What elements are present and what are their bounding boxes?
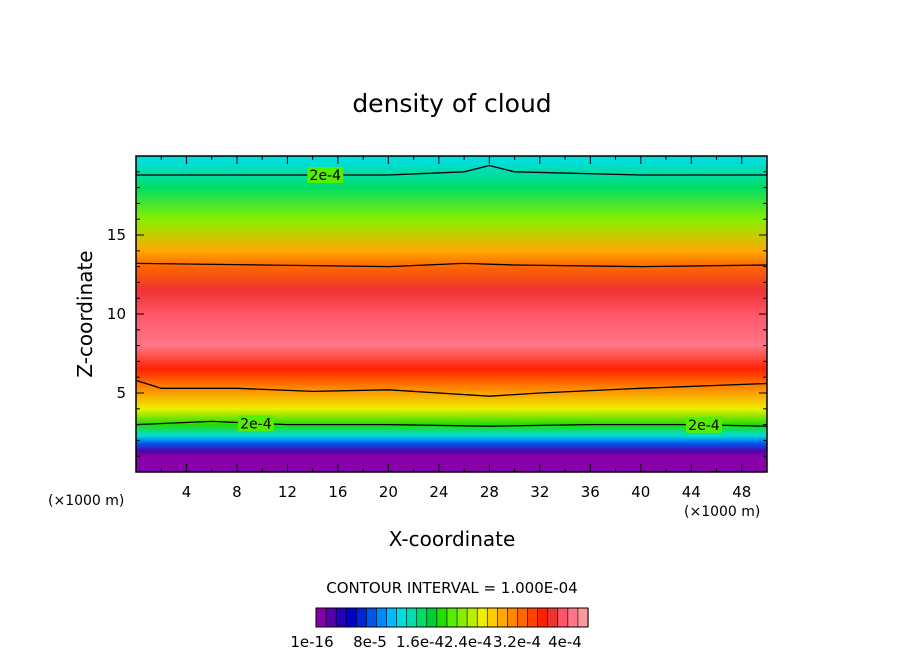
x-tick-label: 20 bbox=[379, 483, 398, 501]
colorbar-swatch bbox=[446, 607, 458, 628]
colorbar-swatch bbox=[527, 607, 539, 628]
contour-label: 2e-4 bbox=[688, 418, 720, 434]
contour-line bbox=[136, 379, 767, 397]
colorbar-label: 1.6e-4 bbox=[396, 633, 444, 651]
x-tick-label: 24 bbox=[429, 483, 448, 501]
contour-label-bg bbox=[237, 415, 274, 432]
contour-label: 2e-4 bbox=[240, 416, 272, 432]
colorbar-swatch bbox=[396, 607, 408, 628]
contour-interval-label: CONTOUR INTERVAL = 1.000E-04 bbox=[326, 579, 577, 597]
colorbar-swatch bbox=[436, 607, 448, 628]
x-tick-label: 40 bbox=[631, 483, 650, 501]
colorbar-swatch bbox=[476, 607, 488, 628]
colorbar-swatch bbox=[577, 607, 589, 628]
x-tick-label: 36 bbox=[581, 483, 600, 501]
colorbar-swatch bbox=[376, 607, 388, 628]
contour-label-bg bbox=[307, 166, 344, 183]
contour-labels: 2e-4 2e-4 2e-4 bbox=[237, 166, 722, 434]
colorbar-label: 1e-16 bbox=[290, 633, 333, 651]
x-tick-label: 28 bbox=[480, 483, 499, 501]
colorbar-label: 3.2e-4 bbox=[493, 633, 541, 651]
x-tick-label: 44 bbox=[682, 483, 701, 501]
contour-line bbox=[136, 262, 767, 268]
colorbar-swatch bbox=[335, 607, 347, 628]
contour-lines bbox=[136, 164, 767, 427]
colorbar-swatch bbox=[507, 607, 519, 628]
x-tick-label: 4 bbox=[182, 483, 192, 501]
colorbar-swatch bbox=[567, 607, 579, 628]
contour-line bbox=[136, 420, 767, 427]
colorbar-label: 4e-4 bbox=[548, 633, 582, 651]
colorbar-swatch bbox=[497, 607, 508, 628]
y-axis: 5 10 15 bbox=[107, 171, 767, 457]
colorbar-swatch bbox=[537, 607, 549, 628]
colorbar-swatch bbox=[325, 607, 337, 628]
colorbar-swatch bbox=[386, 607, 398, 628]
x-tick-label: 16 bbox=[328, 483, 347, 501]
colorbar-swatch bbox=[416, 607, 428, 628]
contour-line bbox=[136, 164, 767, 176]
x-tick-label: 48 bbox=[732, 483, 751, 501]
colorbar-swatch bbox=[315, 607, 327, 628]
colorbar-labels: 1e-16 8e-5 1.6e-4 2.4e-4 3.2e-4 4e-4 bbox=[290, 633, 582, 651]
colorbar-swatch bbox=[426, 607, 438, 628]
colorbar bbox=[315, 607, 589, 628]
y-unit-label: (×1000 m) bbox=[48, 493, 124, 509]
colorbar-label: 2.4e-4 bbox=[444, 633, 492, 651]
plot-area: 2e-4 2e-4 2e-4 bbox=[135, 155, 768, 473]
colorbar-swatch bbox=[517, 607, 529, 628]
colorbar-swatch bbox=[355, 607, 367, 628]
colorbar-swatch bbox=[456, 607, 468, 628]
x-tick-label: 8 bbox=[232, 483, 242, 501]
colorbar-frame bbox=[315, 607, 589, 628]
chart-title: density of cloud bbox=[352, 89, 551, 118]
x-axis: 4 8 12 16 20 24 28 32 36 40 44 48 bbox=[160, 156, 751, 501]
y-axis-title: Z-coordinate bbox=[73, 250, 97, 377]
colorbar-swatch bbox=[345, 607, 357, 628]
colorbar-swatch bbox=[366, 607, 378, 628]
x-tick-label: 32 bbox=[530, 483, 549, 501]
x-unit-label: (×1000 m) bbox=[684, 504, 760, 520]
colorbar-label: 8e-5 bbox=[353, 633, 387, 651]
y-tick-label: 5 bbox=[116, 384, 126, 402]
colorbar-swatch bbox=[547, 607, 559, 628]
colorbar-swatch bbox=[466, 607, 478, 628]
y-tick-label: 15 bbox=[107, 226, 126, 244]
x-tick-label: 12 bbox=[278, 483, 297, 501]
colorbar-swatch bbox=[406, 607, 418, 628]
colorbar-swatch bbox=[486, 607, 498, 628]
y-tick-label: 10 bbox=[107, 305, 126, 323]
x-axis-title: X-coordinate bbox=[389, 527, 516, 551]
colorbar-swatch bbox=[557, 607, 569, 628]
contour-label: 2e-4 bbox=[310, 168, 342, 184]
contour-label-bg bbox=[685, 416, 722, 433]
